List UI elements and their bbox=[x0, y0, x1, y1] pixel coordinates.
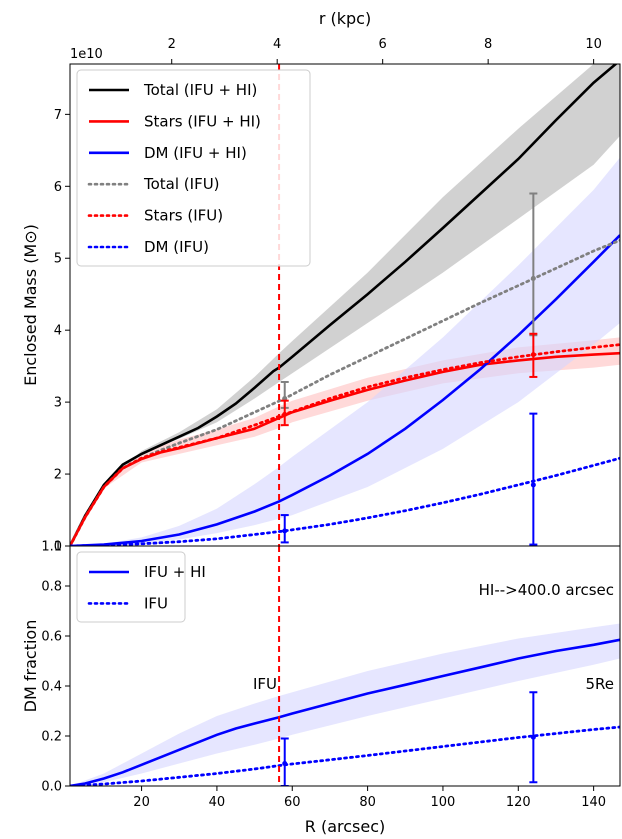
y-tick-label: 7 bbox=[54, 108, 62, 123]
bottom-panel-frame bbox=[69, 545, 621, 787]
top-tick-label: 4 bbox=[273, 37, 281, 52]
series-line-1 bbox=[70, 725, 620, 786]
bottom-plot-area bbox=[70, 546, 620, 786]
offset-label: 1e10 bbox=[70, 47, 103, 62]
y-tick-label: 1.0 bbox=[41, 540, 62, 555]
x-tick-label: 80 bbox=[359, 795, 376, 810]
annotation-hi-radius: HI-->400.0 arcsec bbox=[479, 581, 614, 599]
top-axis-label: r (kpc) bbox=[319, 9, 371, 28]
y-tick-label: 5 bbox=[54, 252, 62, 267]
top-tick-label: 10 bbox=[585, 37, 602, 52]
annotation-ifu: IFU bbox=[253, 675, 277, 693]
x-tick-label: 100 bbox=[431, 795, 456, 810]
top-y-axis-label: Enclosed Mass (M⊙) bbox=[21, 224, 40, 386]
bottom-x-axis: 20 40 60 80 100 120 140 bbox=[133, 786, 606, 810]
x-tick-label: 60 bbox=[284, 795, 301, 810]
x-tick-label: 140 bbox=[581, 795, 606, 810]
y-tick-label: 6 bbox=[54, 180, 62, 195]
bottom-panel: 0.0 0.2 0.4 0.6 0.8 20 40 60 80 100 120 140 R (arc… bbox=[21, 545, 621, 836]
y-tick-label: 2 bbox=[54, 468, 62, 483]
error-bar-point-0 bbox=[282, 761, 288, 766]
error-bar-point-4 bbox=[530, 352, 536, 358]
error-bar-point-1 bbox=[530, 734, 536, 740]
top-tick-label: 8 bbox=[484, 37, 492, 52]
y-tick-label: 3 bbox=[54, 396, 62, 411]
bottom-x-axis-label: R (arcsec) bbox=[305, 817, 386, 836]
legend-label: DM (IFU) bbox=[144, 238, 209, 256]
series-line-0 bbox=[70, 64, 618, 546]
bottom-y-axis-label: DM fraction bbox=[21, 620, 40, 713]
x-tick-label: 20 bbox=[133, 795, 150, 810]
legend-label: Stars (IFU) bbox=[144, 207, 223, 225]
legend-label: Stars (IFU + HI) bbox=[144, 112, 261, 130]
legend-label: IFU + HI bbox=[144, 563, 206, 581]
legend-label: DM (IFU + HI) bbox=[144, 144, 247, 162]
error-bar-point-2 bbox=[282, 528, 288, 534]
legend-frame bbox=[76, 69, 311, 267]
annotation-5re: 5Re bbox=[585, 675, 614, 693]
uncertainty-band-0 bbox=[70, 623, 620, 786]
uncertainty-band-0 bbox=[70, 64, 620, 546]
top-tick-label: 2 bbox=[168, 37, 176, 52]
y-tick-label: 0.4 bbox=[41, 680, 62, 695]
top-plot-area bbox=[70, 64, 620, 546]
series-line-2 bbox=[70, 234, 620, 546]
y-tick-label: 0.8 bbox=[41, 580, 62, 595]
legend-frame bbox=[76, 551, 186, 623]
legend-label: Total (IFU) bbox=[143, 175, 220, 193]
y-tick-label: 0.0 bbox=[41, 780, 62, 795]
bottom-legend: IFU + HI IFU bbox=[76, 551, 206, 623]
series-line-5 bbox=[70, 456, 620, 546]
error-bar-point-3 bbox=[530, 275, 536, 281]
y-tick-label: 0.2 bbox=[41, 730, 62, 745]
y-tick-label: 1 bbox=[54, 540, 62, 555]
legend-label: IFU bbox=[144, 594, 168, 612]
x-tick-label: 120 bbox=[506, 795, 531, 810]
top-y-axis: 1.01 2 3 4 5 6 7 bbox=[41, 108, 70, 555]
bottom-y-axis: 0.0 0.2 0.4 0.6 0.8 bbox=[41, 580, 70, 795]
top-tick-label: 6 bbox=[379, 37, 387, 52]
top-secondary-x-axis: 2 4 6 8 10 bbox=[168, 37, 602, 64]
error-bar-point-5 bbox=[530, 482, 536, 488]
x-tick-label: 40 bbox=[209, 795, 226, 810]
y-tick-label: 0.6 bbox=[41, 630, 62, 645]
top-legend: Total (IFU + HI) Stars (IFU + HI) DM (IFU … bbox=[76, 69, 311, 267]
series-line-0 bbox=[70, 638, 620, 786]
error-bar-point-1 bbox=[282, 411, 288, 417]
y-tick-label: 4 bbox=[54, 324, 62, 339]
legend-label: Total (IFU + HI) bbox=[143, 81, 257, 99]
top-panel: 1.01 2 3 4 5 6 7 2 4 6 8 10 r (kpc) 1e10 Enclosed … bbox=[21, 9, 621, 555]
